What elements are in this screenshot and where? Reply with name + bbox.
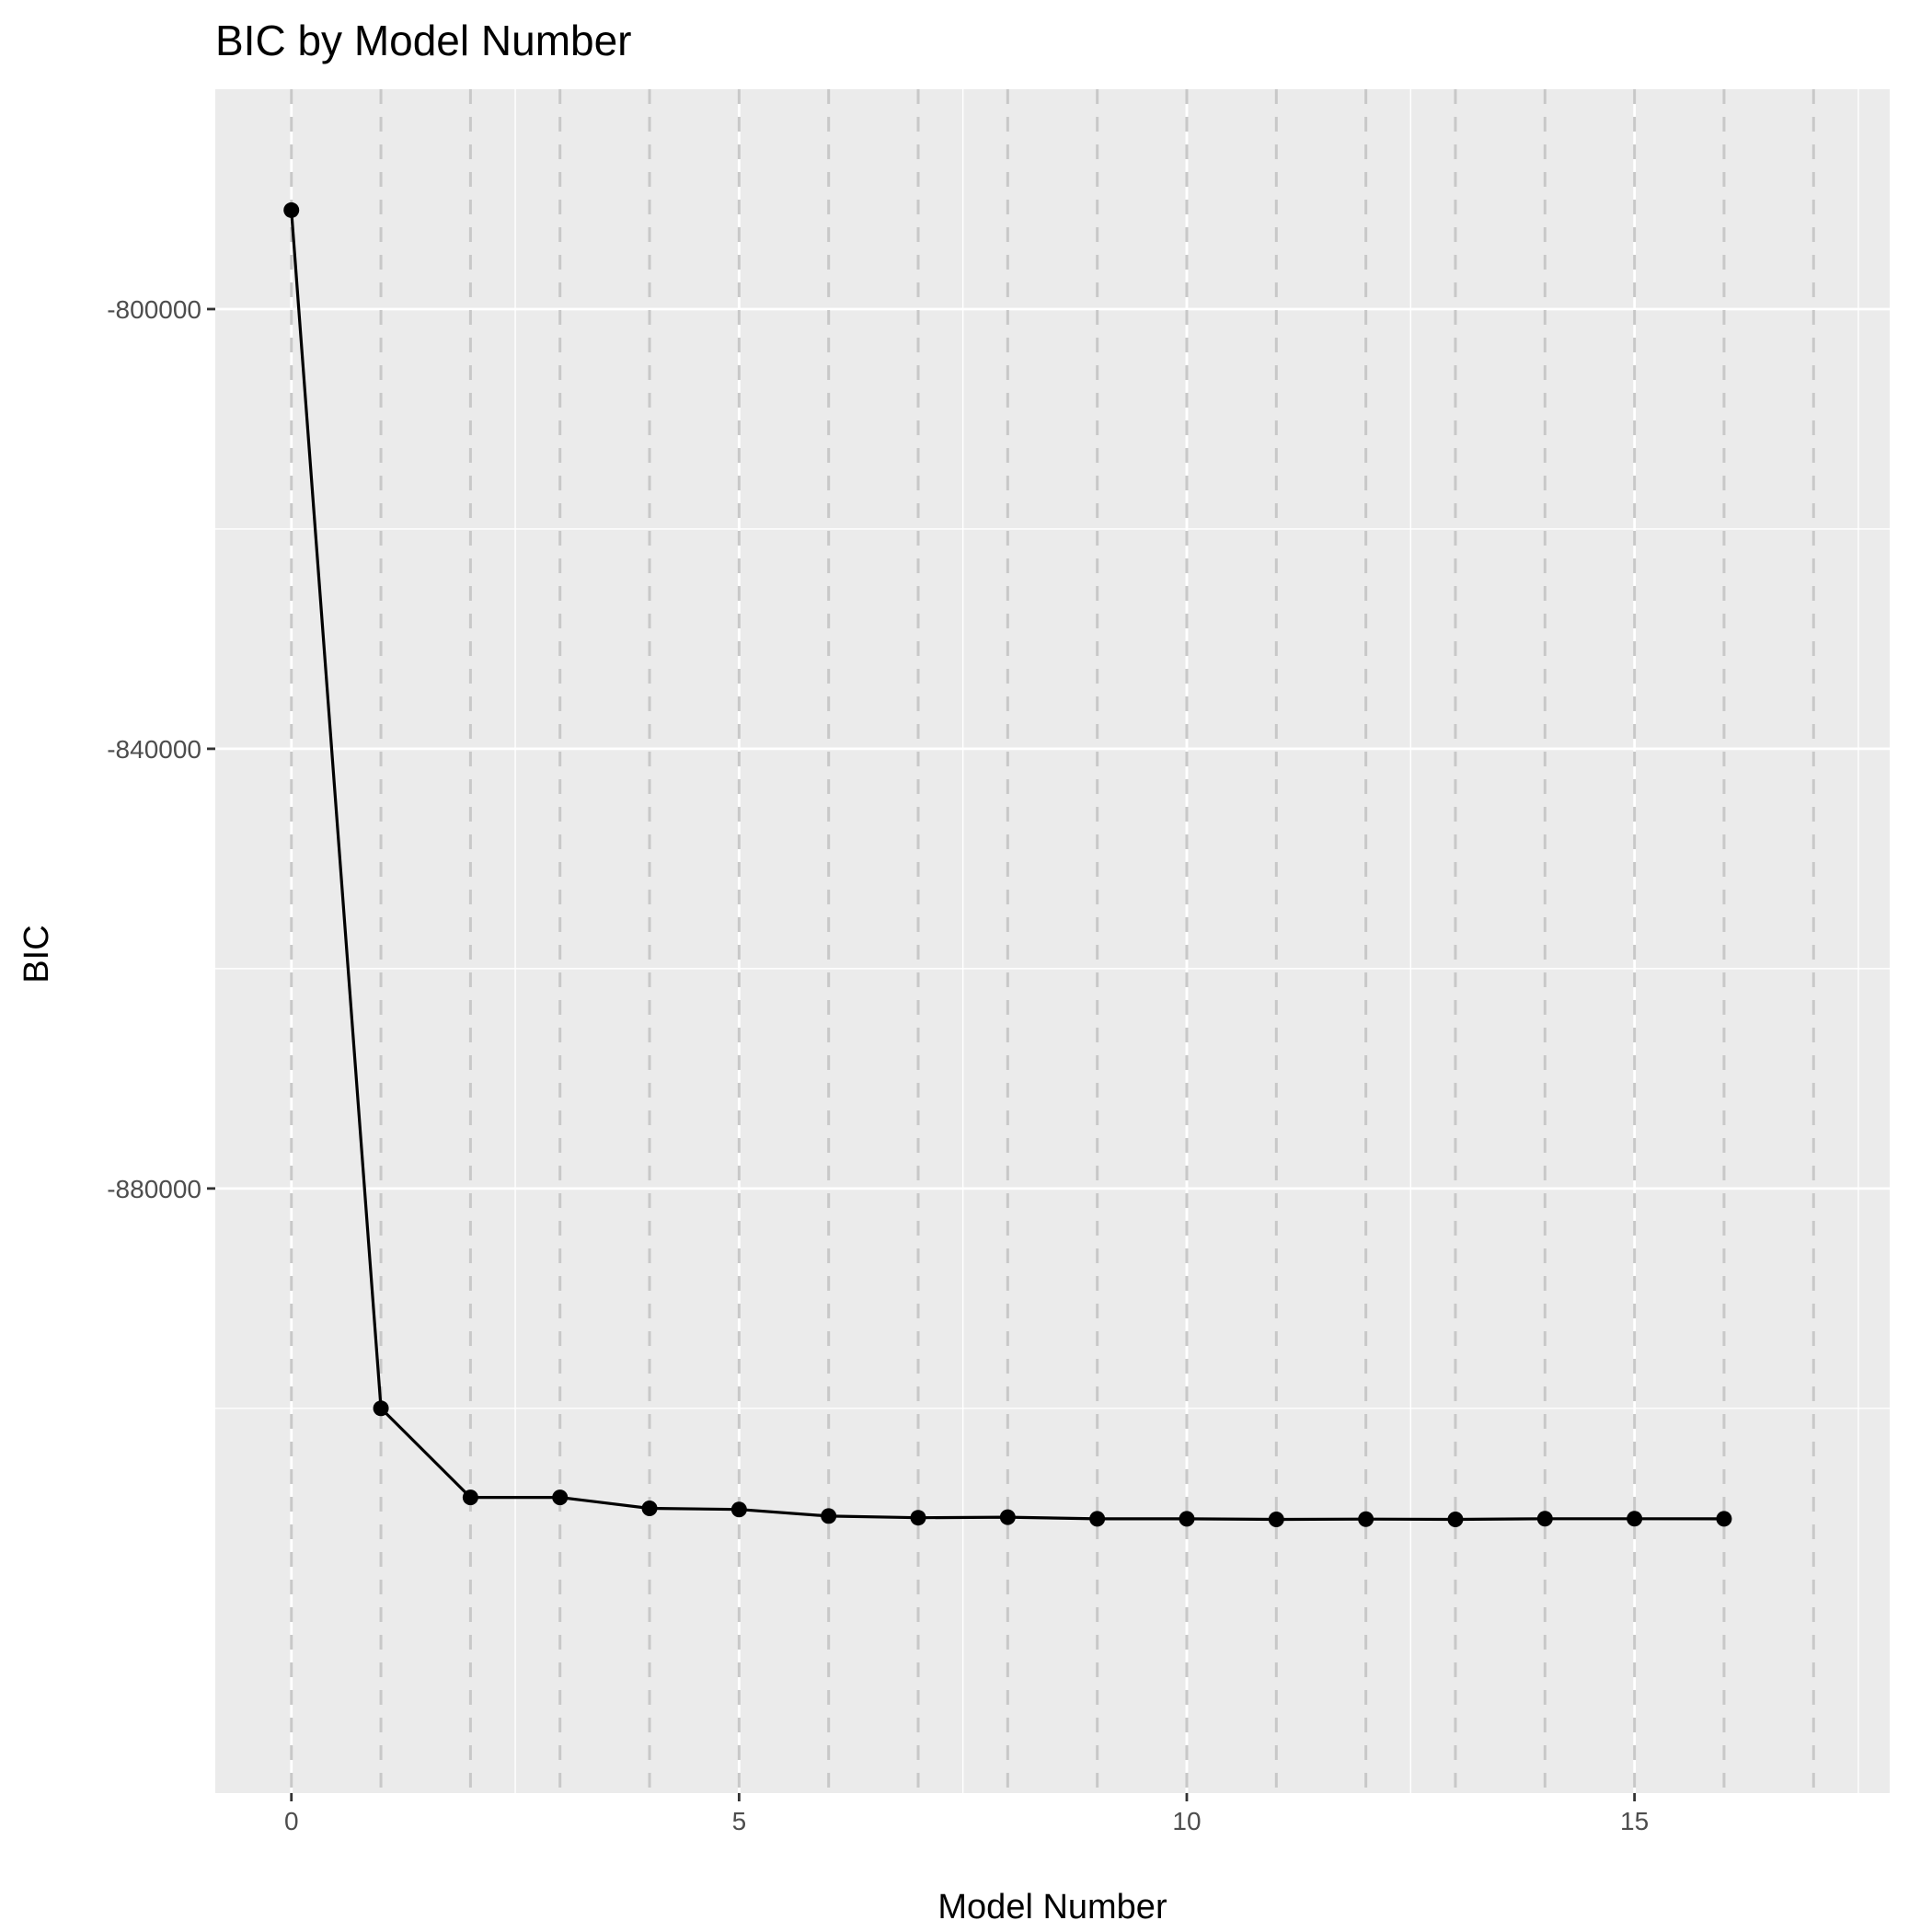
y-axis-title: BIC [17, 925, 56, 983]
data-point [910, 1510, 926, 1526]
data-point [1627, 1511, 1643, 1527]
data-point [373, 1400, 389, 1417]
data-point [821, 1508, 837, 1524]
y-axis: -880000 -840000 -800000 [107, 295, 215, 1203]
bic-data-points [283, 201, 1732, 1527]
data-point [1089, 1511, 1106, 1527]
plot-panel [215, 89, 1890, 1793]
data-point [283, 201, 300, 218]
dashed-reference-lines [290, 89, 1815, 1793]
x-axis: 0 5 10 15 [284, 1793, 1649, 1835]
data-point [999, 1509, 1016, 1525]
data-point [1536, 1511, 1553, 1527]
y-tick-label: -840000 [107, 735, 201, 764]
data-point [1447, 1511, 1464, 1527]
y-tick-label: -800000 [107, 295, 201, 324]
x-tick-label: 0 [284, 1807, 299, 1835]
data-point [730, 1501, 747, 1518]
x-axis-title: Model Number [937, 1888, 1167, 1926]
x-tick-label: 15 [1620, 1807, 1649, 1835]
minor-gridlines [215, 89, 1890, 1793]
data-point [641, 1501, 658, 1517]
data-point [1358, 1511, 1374, 1527]
x-tick-label: 5 [732, 1807, 747, 1835]
y-tick-label: -880000 [107, 1175, 201, 1203]
data-point [1179, 1511, 1195, 1527]
chart-title: BIC by Model Number [215, 17, 632, 64]
data-point [462, 1489, 478, 1506]
data-point [1268, 1511, 1284, 1527]
data-point [552, 1489, 569, 1506]
data-point [1716, 1511, 1732, 1527]
x-tick-label: 10 [1172, 1807, 1201, 1835]
